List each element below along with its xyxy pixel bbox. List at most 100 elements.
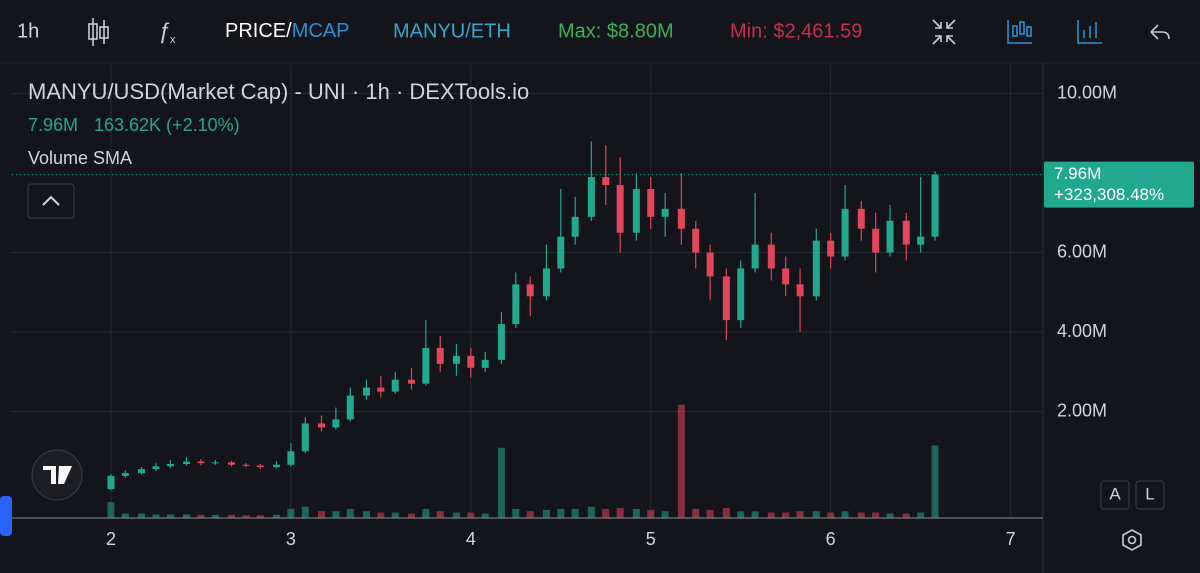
volume-bar	[557, 508, 565, 518]
candle-body	[767, 244, 775, 269]
tv-logo[interactable]	[31, 449, 83, 501]
candle-body	[121, 473, 129, 476]
grid	[12, 65, 1043, 518]
candle-body	[737, 268, 745, 321]
volume-bar	[737, 511, 745, 518]
candle-icon[interactable]	[88, 18, 109, 46]
volume-bar	[228, 514, 236, 518]
candle-body	[542, 268, 550, 297]
y-tick-label: 6.00M	[1057, 241, 1107, 261]
auto-button[interactable]	[1100, 480, 1130, 510]
collapse-button[interactable]	[27, 183, 75, 219]
volume-icon[interactable]	[1077, 20, 1102, 44]
side-tab[interactable]	[0, 496, 12, 536]
candle-body	[902, 220, 910, 245]
volume-bar	[183, 514, 191, 518]
candle-body	[152, 466, 160, 470]
candle-body	[827, 240, 835, 257]
volume-bar	[436, 511, 444, 518]
candle-body	[452, 355, 460, 364]
volume-bar	[138, 513, 146, 518]
candle-body	[497, 324, 505, 360]
candle-body	[228, 462, 236, 465]
volume-bar	[722, 508, 730, 518]
candle-body	[317, 423, 325, 428]
volume-bar	[346, 508, 354, 518]
volume-bar	[512, 508, 520, 518]
volume-bar	[796, 511, 804, 518]
volume-bar	[121, 513, 129, 518]
candle-body	[407, 379, 415, 384]
volume-bar	[902, 513, 910, 518]
candle-body	[872, 228, 880, 253]
chart-type-icon[interactable]	[1007, 20, 1032, 44]
volume-bar	[211, 514, 219, 518]
volume-bar	[497, 447, 505, 518]
mcap-toggle[interactable]: MCAP	[292, 20, 350, 42]
indicator-icon[interactable]: ƒ	[158, 18, 170, 43]
candle-body	[346, 395, 354, 420]
volume-bar	[917, 512, 925, 518]
candle-body	[242, 464, 250, 466]
candle-body	[722, 276, 730, 321]
log-label: L	[1145, 484, 1154, 503]
last-price-label: 7.96M	[1054, 164, 1101, 183]
chart-title: MANYU/USD(Market Cap) - UNI · 1h · DEXTo…	[28, 79, 529, 104]
volume-bar	[677, 404, 685, 518]
pair-toggle[interactable]: MANYU/ETH	[393, 20, 511, 42]
candle-body	[602, 177, 610, 186]
candle-body	[931, 174, 939, 237]
price-toggle[interactable]: PRICE/	[225, 20, 292, 42]
candle-body	[107, 475, 115, 489]
volume-bar	[872, 512, 880, 518]
label-layer: 2.00M 4.00M 6.00M 10.00M 2 3 4 5 6 7 7.96M +323,308…	[106, 82, 1194, 549]
last-price-box	[1044, 161, 1194, 208]
x-tick-label: 7	[1006, 529, 1016, 549]
undo-icon[interactable]	[1150, 24, 1170, 40]
candle-body	[526, 284, 534, 297]
volume-bar	[422, 508, 430, 518]
last-change-label: +323,308.48%	[1054, 185, 1164, 204]
candle-body	[362, 387, 370, 396]
volume-bar	[571, 508, 579, 518]
volume-bar	[166, 514, 174, 518]
interval[interactable]: 1h	[17, 20, 39, 42]
settings-icon[interactable]	[1122, 529, 1142, 551]
x-tick-label: 2	[106, 529, 116, 549]
log-button[interactable]	[1135, 480, 1165, 510]
volume-bar	[542, 509, 550, 518]
candle-body	[377, 387, 385, 392]
collapse-icon[interactable]	[932, 19, 956, 45]
x-tick-label: 4	[466, 529, 476, 549]
price-mcap[interactable]: PRICE/MCAP	[225, 20, 349, 42]
volume-bar	[242, 515, 250, 518]
indicator-label: Volume SMA	[28, 148, 132, 168]
volume-bar	[632, 508, 640, 518]
volume-bar	[827, 512, 835, 518]
candle-body	[647, 188, 655, 217]
volume-bar	[287, 508, 295, 518]
volume-bar	[107, 502, 115, 518]
volume-bar	[526, 511, 534, 518]
volume-bar	[452, 512, 460, 518]
y-tick-label: 10.00M	[1057, 82, 1117, 102]
candle-body	[332, 419, 340, 428]
candle-body	[661, 208, 669, 217]
candle-body	[706, 252, 714, 277]
candle-body	[812, 240, 820, 297]
volume-bar	[256, 515, 264, 518]
volume-bar	[317, 511, 325, 518]
candle-body	[692, 228, 700, 253]
candle-body	[256, 465, 264, 468]
volume-bar	[857, 512, 865, 518]
candle-body	[301, 423, 309, 452]
volume-bar	[467, 512, 475, 518]
candle-body	[467, 355, 475, 368]
candle-body	[512, 284, 520, 325]
volume-bar	[197, 514, 205, 518]
y-tick-label: 4.00M	[1057, 321, 1107, 341]
candle-body	[166, 463, 174, 467]
volume-bar	[647, 509, 655, 518]
volume-bar	[377, 512, 385, 518]
candle-body	[796, 284, 804, 297]
